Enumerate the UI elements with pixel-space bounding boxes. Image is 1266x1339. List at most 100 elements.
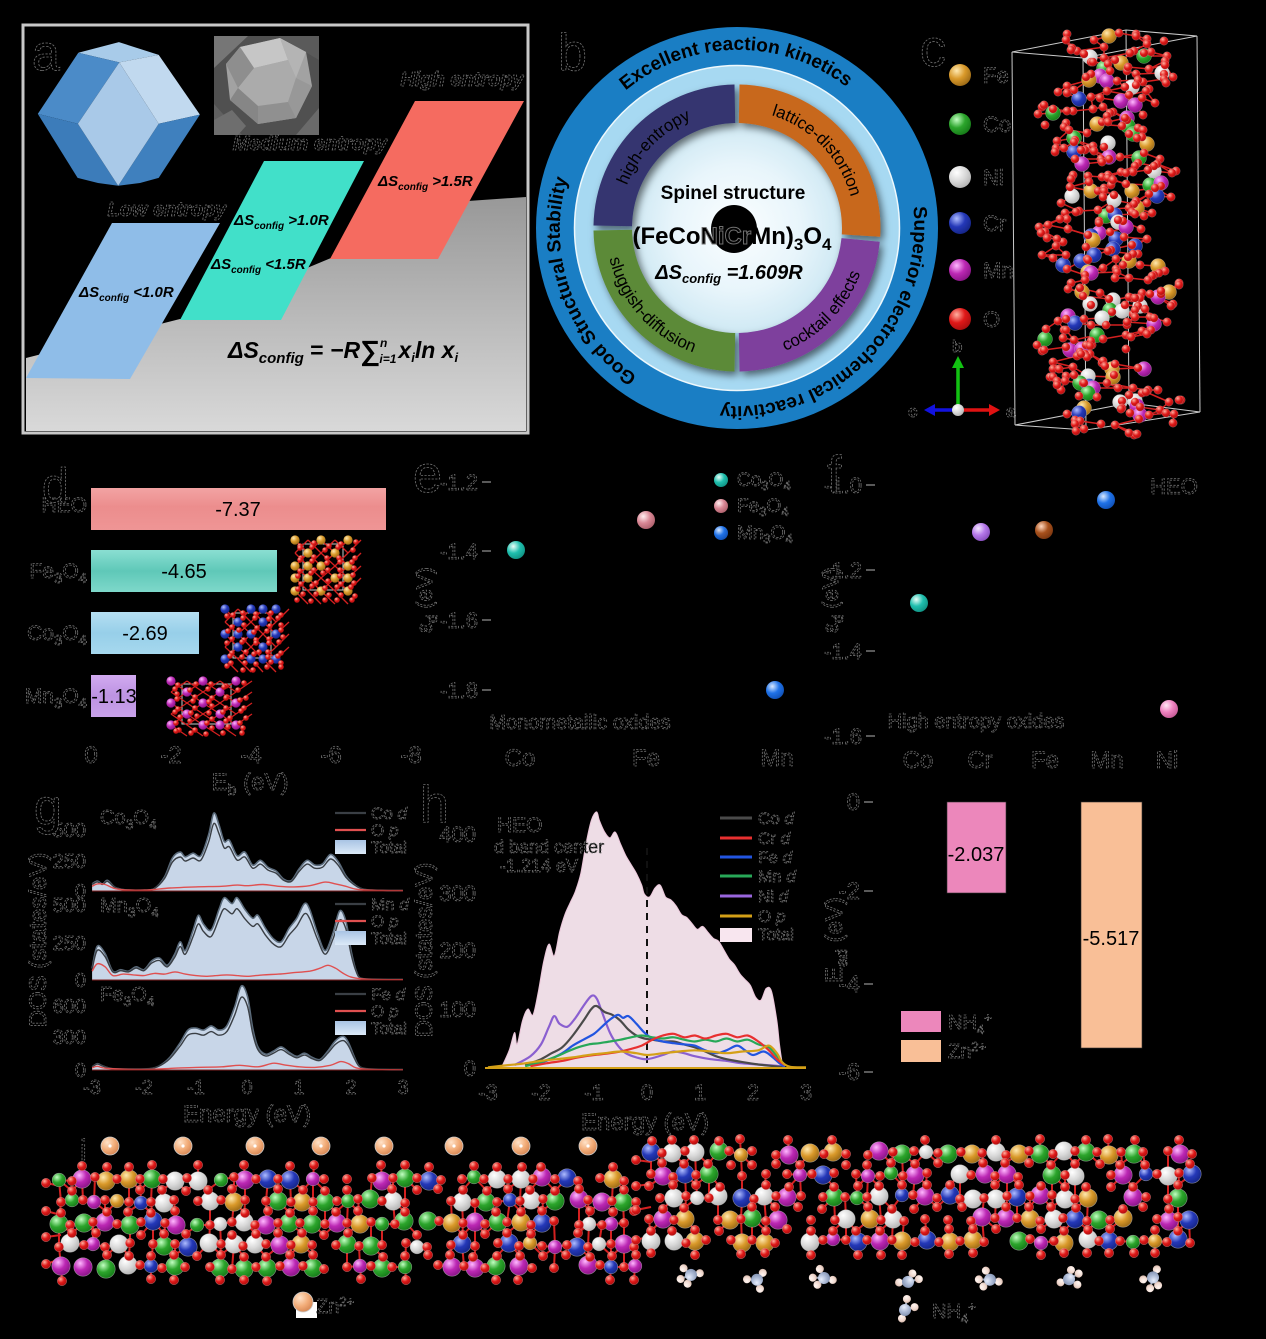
svg-text:DOS (states/eV): DOS (states/eV) — [411, 863, 438, 1038]
svg-text:0: 0 — [75, 881, 86, 903]
svg-text:ΔSconfig =1.609R: ΔSconfig =1.609R — [654, 262, 803, 286]
svg-text:-2.69: -2.69 — [122, 623, 168, 645]
svg-text:Ead (eV): Ead (eV) — [821, 897, 851, 983]
svg-text:g: g — [34, 779, 62, 835]
svg-text:Fe: Fe — [1031, 747, 1059, 774]
svg-text:Fe: Fe — [983, 63, 1009, 88]
svg-text:Monometallic oxides: Monometallic oxides — [489, 712, 670, 734]
svg-text:a: a — [1006, 402, 1016, 421]
svg-text:O p: O p — [758, 907, 785, 926]
svg-text:3: 3 — [800, 1080, 812, 1105]
svg-text:-1.2: -1.2 — [824, 558, 862, 583]
svg-text:400: 400 — [439, 822, 476, 847]
svg-text:100: 100 — [439, 997, 476, 1022]
svg-text:300: 300 — [53, 1027, 86, 1049]
svg-text:-4: -4 — [240, 742, 261, 769]
svg-text:0: 0 — [464, 1056, 476, 1081]
svg-text:a: a — [32, 25, 60, 81]
svg-text:-1.13: -1.13 — [91, 686, 137, 708]
svg-text:Mn: Mn — [983, 258, 1014, 283]
svg-text:Total: Total — [371, 1019, 407, 1038]
svg-text:Total: Total — [758, 925, 794, 944]
svg-text:Mn: Mn — [1090, 747, 1123, 774]
svg-text:500: 500 — [53, 895, 86, 917]
svg-text:Fe d: Fe d — [758, 848, 793, 867]
svg-text:-8: -8 — [400, 742, 421, 769]
svg-text:d: d — [42, 460, 69, 513]
svg-text:Fe3O4: Fe3O4 — [29, 560, 87, 587]
svg-text:Total: Total — [371, 838, 407, 857]
svg-text:0: 0 — [84, 742, 97, 769]
svg-text:Cr: Cr — [983, 211, 1006, 236]
svg-text:-1.8: -1.8 — [440, 678, 478, 703]
svg-text:0: 0 — [241, 1077, 252, 1099]
svg-text:500: 500 — [53, 820, 86, 842]
svg-text:d band center: d band center — [494, 837, 604, 857]
svg-text:ΔSconfig >1.0R: ΔSconfig >1.0R — [233, 212, 329, 232]
svg-text:-2: -2 — [531, 1080, 551, 1105]
svg-text:Ni: Ni — [983, 165, 1004, 190]
svg-text:600: 600 — [53, 996, 86, 1018]
svg-text:-2: -2 — [839, 878, 860, 905]
svg-text:-3: -3 — [478, 1080, 498, 1105]
svg-text:-4.65: -4.65 — [161, 561, 207, 583]
svg-text:Zn2+: Zn2+ — [316, 1294, 354, 1318]
svg-text:Energy (eV): Energy (eV) — [581, 1109, 709, 1136]
svg-text:Total: Total — [371, 929, 407, 948]
svg-text:O: O — [983, 307, 1000, 332]
svg-text:-4: -4 — [839, 971, 860, 998]
svg-text:0: 0 — [641, 1080, 653, 1105]
svg-text:b: b — [558, 24, 587, 82]
svg-text:εd (eV): εd (eV) — [412, 567, 441, 633]
svg-text:f: f — [827, 446, 842, 504]
svg-text:h: h — [420, 776, 449, 834]
svg-text:-5.517: -5.517 — [1083, 928, 1140, 950]
svg-text:Fe3O4: Fe3O4 — [737, 496, 788, 519]
svg-text:300: 300 — [439, 881, 476, 906]
svg-text:0: 0 — [847, 789, 860, 816]
svg-text:Cr: Cr — [967, 747, 992, 774]
svg-text:Mn3O4: Mn3O4 — [737, 523, 793, 546]
svg-text:Co: Co — [903, 747, 934, 774]
svg-text:High entropy oxides: High entropy oxides — [888, 711, 1065, 733]
svg-text:DOS (states/eV): DOS (states/eV) — [25, 853, 52, 1028]
svg-text:2: 2 — [747, 1080, 759, 1105]
svg-text:Co3O4: Co3O4 — [737, 470, 791, 493]
svg-text:HEO: HEO — [1150, 474, 1198, 499]
svg-text:-1: -1 — [584, 1080, 604, 1105]
svg-text:-2: -2 — [135, 1077, 153, 1099]
svg-text:O p: O p — [371, 912, 398, 931]
svg-text:Ni d: Ni d — [758, 887, 789, 906]
svg-text:250: 250 — [53, 851, 86, 873]
svg-text:3: 3 — [397, 1077, 408, 1099]
svg-text:-7.37: -7.37 — [215, 499, 261, 521]
svg-text:-1.4: -1.4 — [440, 539, 478, 564]
svg-text:Fe: Fe — [632, 745, 660, 772]
svg-text:Fe3O4: Fe3O4 — [100, 984, 155, 1009]
svg-text:b: b — [952, 337, 962, 356]
svg-text:-1.2: -1.2 — [440, 470, 478, 495]
svg-text:0: 0 — [75, 1060, 86, 1082]
svg-text:-1.0: -1.0 — [824, 473, 862, 498]
svg-text:-1.6: -1.6 — [440, 608, 478, 633]
svg-text:-6: -6 — [839, 1059, 860, 1086]
svg-text:Cr d: Cr d — [758, 829, 791, 848]
svg-text:Co: Co — [983, 112, 1011, 137]
svg-text:Mn3O4: Mn3O4 — [25, 685, 87, 712]
svg-text:Co d: Co d — [371, 804, 407, 823]
svg-text:Mn d: Mn d — [758, 867, 796, 886]
svg-text:Spinel structure: Spinel structure — [661, 183, 806, 204]
svg-text:Co: Co — [505, 745, 536, 772]
svg-text:HEO: HEO — [497, 814, 543, 837]
svg-text:Low entropy: Low entropy — [108, 199, 228, 221]
svg-text:e: e — [413, 446, 442, 504]
svg-text:-2: -2 — [160, 742, 181, 769]
svg-text:i: i — [80, 1134, 87, 1167]
svg-text:0: 0 — [75, 970, 86, 992]
svg-text:Energy (eV): Energy (eV) — [183, 1101, 311, 1128]
svg-text:Eb (eV): Eb (eV) — [212, 769, 289, 799]
svg-text:c: c — [920, 20, 946, 78]
svg-text:O p: O p — [371, 821, 398, 840]
svg-text:-1.6: -1.6 — [824, 724, 862, 749]
svg-text:-2.037: -2.037 — [948, 844, 1005, 866]
